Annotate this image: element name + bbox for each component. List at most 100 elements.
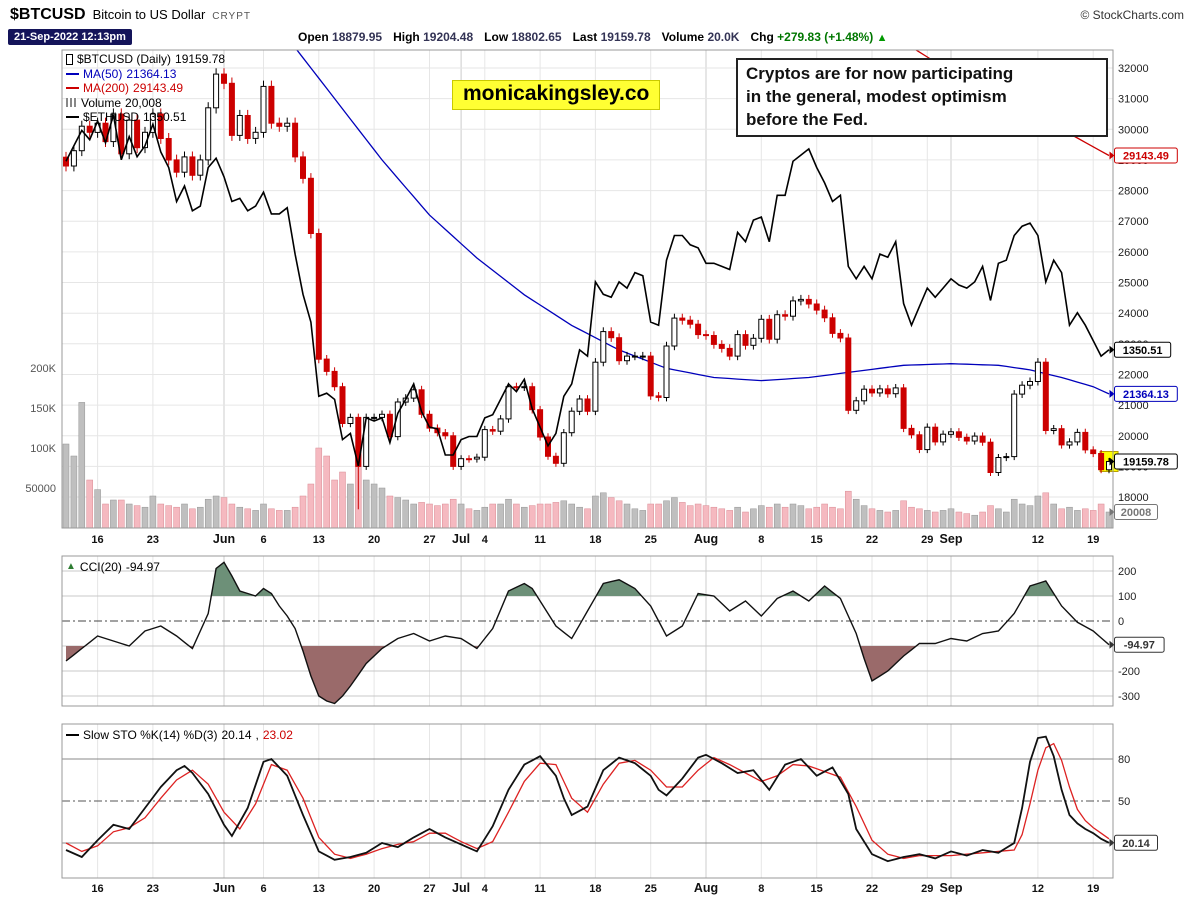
volume-field: Volume 20.0K: [661, 30, 740, 44]
svg-text:Jul: Jul: [452, 881, 470, 895]
svg-text:30000: 30000: [1118, 124, 1149, 136]
eth-line: [65, 114, 1110, 467]
svg-text:22: 22: [866, 534, 878, 546]
legend-ethusd: $ETHUSD 1350.51: [66, 110, 225, 125]
legend-ma50: MA(50) 21364.13: [66, 67, 225, 82]
svg-text:26000: 26000: [1118, 247, 1149, 259]
svg-text:18000: 18000: [1118, 492, 1149, 504]
svg-text:Sep: Sep: [940, 881, 963, 895]
svg-text:150K: 150K: [30, 403, 56, 415]
svg-text:16: 16: [91, 534, 103, 546]
svg-text:13: 13: [313, 534, 325, 546]
exchange-label: CRYPT: [212, 11, 251, 22]
svg-text:23: 23: [147, 534, 159, 546]
svg-text:6: 6: [260, 883, 266, 895]
svg-text:Aug: Aug: [694, 532, 718, 546]
svg-text:27000: 27000: [1118, 216, 1149, 228]
svg-text:23: 23: [147, 883, 159, 895]
svg-text:15: 15: [811, 534, 823, 546]
svg-text:12: 12: [1032, 883, 1044, 895]
cci-series: [65, 561, 1110, 705]
cci-panel-border: [61, 555, 1114, 707]
svg-text:200: 200: [1118, 566, 1136, 578]
svg-text:-200: -200: [1118, 666, 1140, 678]
svg-text:27: 27: [423, 534, 435, 546]
cci-legend: ▲ CCI(20) -94.97: [66, 560, 160, 574]
high-field: High 19204.48: [393, 30, 474, 44]
svg-text:27: 27: [423, 883, 435, 895]
symbol: $BTCUSD: [10, 6, 86, 23]
svg-text:22: 22: [866, 883, 878, 895]
svg-text:Jul: Jul: [452, 532, 470, 546]
svg-text:32000: 32000: [1118, 63, 1149, 75]
svg-text:8: 8: [758, 883, 764, 895]
svg-text:Jun: Jun: [213, 881, 235, 895]
low-field: Low 18802.65: [484, 30, 562, 44]
svg-text:16: 16: [91, 883, 103, 895]
svg-text:20.14: 20.14: [1122, 838, 1150, 850]
title-row: $BTCUSD Bitcoin to US Dollar CRYPT: [10, 6, 251, 24]
svg-text:20: 20: [368, 534, 380, 546]
svg-text:29: 29: [921, 534, 933, 546]
svg-text:29: 29: [921, 883, 933, 895]
legend-btcusd: $BTCUSD (Daily) 19159.78: [66, 52, 225, 67]
svg-text:6: 6: [260, 534, 266, 546]
cci-icon: ▲: [66, 561, 76, 572]
datetime-badge: 21-Sep-2022 12:13pm: [8, 29, 132, 45]
svg-text:31000: 31000: [1118, 94, 1149, 106]
svg-text:Sep: Sep: [940, 532, 963, 546]
ma50-line-icon: [66, 72, 79, 75]
candle-icon: [66, 53, 73, 65]
svg-text:100K: 100K: [30, 443, 56, 455]
svg-text:25: 25: [645, 883, 657, 895]
svg-text:19: 19: [1087, 534, 1099, 546]
svg-text:1350.51: 1350.51: [1123, 345, 1163, 357]
price-panel-border: [61, 49, 1114, 529]
svg-text:12: 12: [1032, 534, 1044, 546]
ohlc-row: Open 18879.95 High 19204.48 Low 18802.65…: [298, 30, 887, 44]
svg-text:20000: 20000: [1118, 431, 1149, 443]
svg-text:-94.97: -94.97: [1124, 640, 1155, 652]
svg-text:Jun: Jun: [213, 532, 235, 546]
svg-text:24000: 24000: [1118, 308, 1149, 320]
svg-text:Aug: Aug: [694, 881, 718, 895]
svg-text:25: 25: [645, 534, 657, 546]
volume-bars: [62, 402, 1113, 529]
svg-text:21000: 21000: [1118, 400, 1149, 412]
change-field: Chg +279.83 (+1.48%) ▲: [750, 30, 888, 44]
watermark: monicakingsley.co: [452, 80, 661, 110]
axis-labels: 1800019000200002100022000230002400025000…: [25, 63, 1148, 895]
up-arrow-icon: ▲: [876, 32, 888, 44]
last-field: Last 19159.78: [572, 30, 651, 44]
volume-bars-icon: [66, 98, 77, 108]
svg-text:8: 8: [758, 534, 764, 546]
sto-line-icon: [66, 734, 79, 736]
svg-text:4: 4: [482, 534, 489, 546]
open-field: Open 18879.95: [298, 30, 383, 44]
svg-text:13: 13: [313, 883, 325, 895]
main-legend: $BTCUSD (Daily) 19159.78 MA(50) 21364.13…: [66, 52, 225, 125]
svg-text:0: 0: [1118, 616, 1124, 628]
annotation-box: Cryptos are for now participating in the…: [736, 58, 1108, 137]
svg-text:80: 80: [1118, 754, 1130, 766]
svg-text:50: 50: [1118, 796, 1130, 808]
symbol-name: Bitcoin to US Dollar: [92, 7, 206, 22]
sto-legend: Slow STO %K(14) %D(3) 20.14, 23.02: [66, 728, 293, 742]
sto-series: [65, 735, 1110, 863]
cci-panel-bg: [62, 556, 1113, 706]
sto-panel-border: [61, 723, 1114, 879]
svg-text:18: 18: [589, 534, 601, 546]
svg-text:-300: -300: [1118, 691, 1140, 703]
ma200-line-icon: [66, 87, 79, 90]
value-callouts: 29143.49 1350.51 21364.13 19159.78 20008 -94.…: [1109, 147, 1178, 851]
copyright: © StockCharts.com: [1080, 8, 1184, 22]
svg-text:15: 15: [811, 883, 823, 895]
svg-text:20008: 20008: [1121, 507, 1152, 519]
svg-text:11: 11: [534, 534, 546, 546]
svg-text:20: 20: [368, 883, 380, 895]
svg-text:22000: 22000: [1118, 369, 1149, 381]
legend-volume: Volume 20,008: [66, 96, 225, 111]
svg-text:200K: 200K: [30, 363, 56, 375]
